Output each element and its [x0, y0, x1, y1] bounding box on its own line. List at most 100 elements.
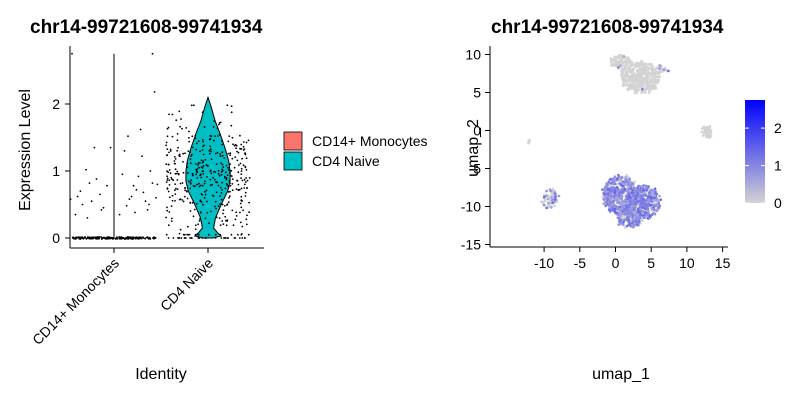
umap-point [630, 61, 634, 64]
umap-point [619, 64, 622, 67]
violin-point [221, 143, 224, 146]
umap-point [654, 84, 657, 88]
umap-point [640, 213, 643, 217]
umap-point [631, 217, 635, 220]
violin-point [128, 236, 130, 239]
umap-x-axis-title: umap_1 [592, 366, 650, 383]
violin-point [186, 166, 189, 169]
violin-point [224, 171, 227, 174]
violin-point [227, 191, 230, 193]
umap-point [638, 65, 642, 68]
umap-point [547, 205, 551, 209]
violin-point [201, 170, 204, 173]
violin-point [219, 203, 222, 206]
violin-point [180, 237, 183, 239]
violin-point [76, 195, 79, 198]
violin-point [200, 176, 203, 179]
violin-plot-panel: chr14-99721608-99741934 0 1 2 CD14+ Monocy… [17, 17, 264, 383]
violin-point [95, 178, 98, 180]
umap-point [614, 198, 617, 201]
violin-point [195, 173, 198, 176]
violin-point [203, 197, 206, 199]
violin-point [218, 217, 221, 220]
umap-point [643, 207, 647, 211]
violin-point [174, 168, 177, 171]
umap-point [628, 195, 632, 199]
umap-point [624, 182, 628, 186]
violin-point [93, 146, 96, 149]
violin-point [230, 233, 233, 236]
umap-point [620, 207, 624, 210]
umap-point [632, 193, 635, 197]
umap-point [645, 83, 648, 86]
umap-point [648, 81, 652, 84]
umap-y-tick-label: 0 [473, 123, 481, 139]
violin-point [242, 145, 245, 148]
umap-point [542, 203, 546, 207]
violin-point [221, 189, 223, 191]
violin-point [231, 209, 234, 212]
colorbar-tick-label: 2 [774, 120, 782, 136]
violin-point [220, 162, 222, 165]
violin-point [248, 201, 251, 204]
umap-point [636, 82, 640, 85]
violin-point [240, 200, 243, 203]
violin-point [238, 164, 240, 166]
violin-point [155, 196, 157, 199]
violin-point [210, 135, 213, 138]
violin-point [245, 168, 248, 171]
violin-point [169, 150, 172, 152]
umap-point [610, 190, 613, 193]
violin-point [245, 218, 248, 221]
violin-point [170, 176, 173, 179]
umap-point [553, 191, 557, 194]
violin-point [209, 170, 212, 173]
violin-point [130, 195, 133, 198]
violin-point [123, 150, 126, 152]
violin-point [218, 174, 221, 177]
umap-point [634, 80, 637, 83]
violin-point [227, 152, 230, 155]
umap-point [553, 198, 557, 201]
umap-point [607, 188, 610, 192]
violin-point [179, 125, 182, 128]
umap-point [650, 77, 653, 81]
umap-point [651, 207, 654, 211]
violin-point [229, 154, 232, 157]
violin-point [227, 140, 230, 143]
violin-point [177, 172, 180, 175]
violin-point [223, 157, 226, 160]
violin-point [201, 193, 204, 196]
violin-point [188, 233, 191, 236]
umap-point [629, 82, 632, 86]
violin-point [212, 126, 215, 128]
violin-point [90, 200, 93, 203]
violin-point [138, 237, 141, 239]
violin-point [225, 164, 228, 167]
violin-point [217, 184, 220, 187]
umap-point [613, 205, 616, 208]
umap-point [642, 81, 646, 85]
violin-point [167, 163, 170, 166]
umap-point [658, 71, 662, 74]
umap-point [644, 215, 648, 219]
umap-point [609, 57, 613, 60]
colorbar-tick-label: 1 [774, 158, 782, 174]
umap-point [610, 204, 613, 207]
violin-point [192, 146, 194, 149]
violin-point [168, 184, 171, 186]
violin-point [149, 170, 152, 172]
umap-point [660, 67, 663, 70]
violin-point [221, 203, 224, 206]
umap-point [637, 219, 641, 222]
violin-point [210, 150, 212, 153]
umap-point [647, 198, 651, 201]
violin-point [80, 236, 82, 239]
violin-point [175, 187, 177, 190]
umap-point [647, 63, 651, 66]
umap-point [627, 77, 631, 80]
violin-point [202, 145, 204, 148]
violin-point [97, 237, 100, 239]
violin-point [244, 195, 247, 197]
violin-point [221, 220, 224, 222]
